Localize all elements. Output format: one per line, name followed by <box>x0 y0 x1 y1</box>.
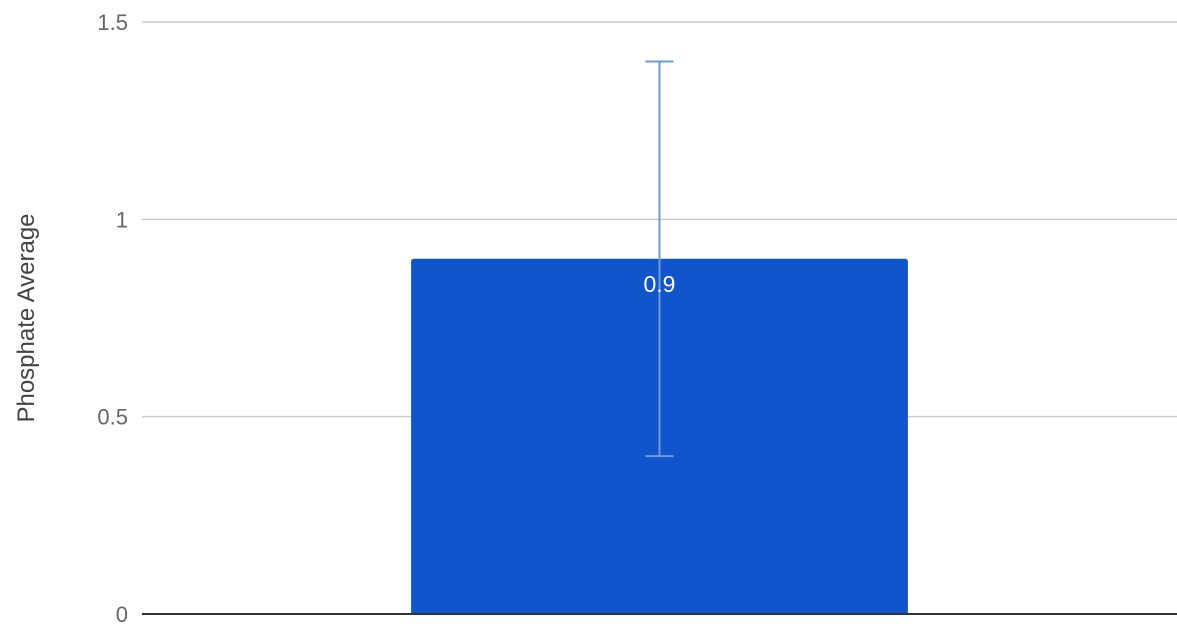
y-tick-label: 1.5 <box>97 10 128 35</box>
y-axis-title: Phosphate Average <box>13 213 40 422</box>
y-axis-ticks: 0 0.5 1 1.5 <box>97 10 128 624</box>
y-tick-label: 1 <box>116 207 128 232</box>
data-labels: 0.9 <box>644 271 676 297</box>
data-label: 0.9 <box>644 271 676 297</box>
error-bars <box>645 60 674 458</box>
y-tick-label: 0 <box>116 602 128 624</box>
y-tick-label: 0.5 <box>97 405 128 430</box>
